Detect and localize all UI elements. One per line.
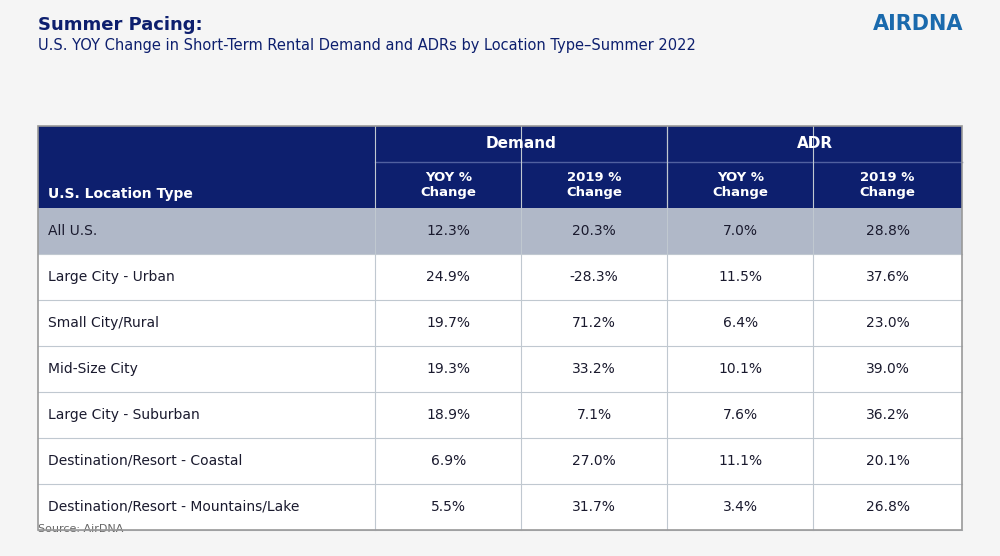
- Text: AIRDNA: AIRDNA: [872, 14, 963, 34]
- Text: 28.8%: 28.8%: [866, 224, 910, 238]
- Text: Mid-Size City: Mid-Size City: [48, 362, 138, 376]
- Text: 31.7%: 31.7%: [572, 500, 616, 514]
- Text: Source: AirDNA: Source: AirDNA: [38, 524, 123, 534]
- Text: YOY %
Change: YOY % Change: [712, 171, 768, 199]
- Text: 5.5%: 5.5%: [431, 500, 466, 514]
- Text: 3.4%: 3.4%: [723, 500, 758, 514]
- Text: 2019 %
Change: 2019 % Change: [566, 171, 622, 199]
- Text: Large City - Urban: Large City - Urban: [48, 270, 175, 284]
- Text: 6.4%: 6.4%: [723, 316, 758, 330]
- Text: 19.3%: 19.3%: [426, 362, 470, 376]
- Text: 6.9%: 6.9%: [431, 454, 466, 468]
- Text: 20.3%: 20.3%: [572, 224, 616, 238]
- Text: 71.2%: 71.2%: [572, 316, 616, 330]
- Text: 7.6%: 7.6%: [723, 408, 758, 422]
- Text: Large City - Suburban: Large City - Suburban: [48, 408, 200, 422]
- Text: 7.1%: 7.1%: [577, 408, 612, 422]
- Text: 27.0%: 27.0%: [572, 454, 616, 468]
- Text: 37.6%: 37.6%: [866, 270, 910, 284]
- Text: 7.0%: 7.0%: [723, 224, 758, 238]
- Text: 19.7%: 19.7%: [426, 316, 470, 330]
- Text: Destination/Resort - Coastal: Destination/Resort - Coastal: [48, 454, 242, 468]
- Bar: [38, 392, 962, 438]
- Text: 36.2%: 36.2%: [866, 408, 910, 422]
- Text: U.S. YOY Change in Short-Term Rental Demand and ADRs by Location Type–Summer 202: U.S. YOY Change in Short-Term Rental Dem…: [38, 38, 696, 53]
- Text: Summer Pacing:: Summer Pacing:: [38, 16, 203, 34]
- Text: 23.0%: 23.0%: [866, 316, 909, 330]
- Text: 10.1%: 10.1%: [718, 362, 762, 376]
- Text: 11.5%: 11.5%: [718, 270, 762, 284]
- Text: Small City/Rural: Small City/Rural: [48, 316, 159, 330]
- Text: 18.9%: 18.9%: [426, 408, 470, 422]
- Text: 26.8%: 26.8%: [866, 500, 910, 514]
- Bar: [38, 208, 962, 254]
- Text: 39.0%: 39.0%: [866, 362, 910, 376]
- Bar: [38, 484, 962, 530]
- Text: YOY %
Change: YOY % Change: [420, 171, 476, 199]
- Bar: [38, 346, 962, 392]
- Text: Destination/Resort - Mountains/Lake: Destination/Resort - Mountains/Lake: [48, 500, 299, 514]
- Bar: [38, 126, 962, 530]
- Text: 33.2%: 33.2%: [572, 362, 616, 376]
- Text: 11.1%: 11.1%: [718, 454, 762, 468]
- Bar: [38, 254, 962, 300]
- Text: ADR: ADR: [797, 137, 833, 151]
- Bar: [38, 126, 962, 162]
- Text: U.S. Location Type: U.S. Location Type: [48, 187, 193, 201]
- Text: 12.3%: 12.3%: [426, 224, 470, 238]
- Text: 20.1%: 20.1%: [866, 454, 910, 468]
- Text: 24.9%: 24.9%: [426, 270, 470, 284]
- Text: -28.3%: -28.3%: [570, 270, 619, 284]
- Text: Demand: Demand: [486, 137, 557, 151]
- Text: All U.S.: All U.S.: [48, 224, 97, 238]
- Bar: [38, 438, 962, 484]
- Bar: [38, 300, 962, 346]
- Text: 2019 %
Change: 2019 % Change: [860, 171, 916, 199]
- Bar: [38, 162, 962, 208]
